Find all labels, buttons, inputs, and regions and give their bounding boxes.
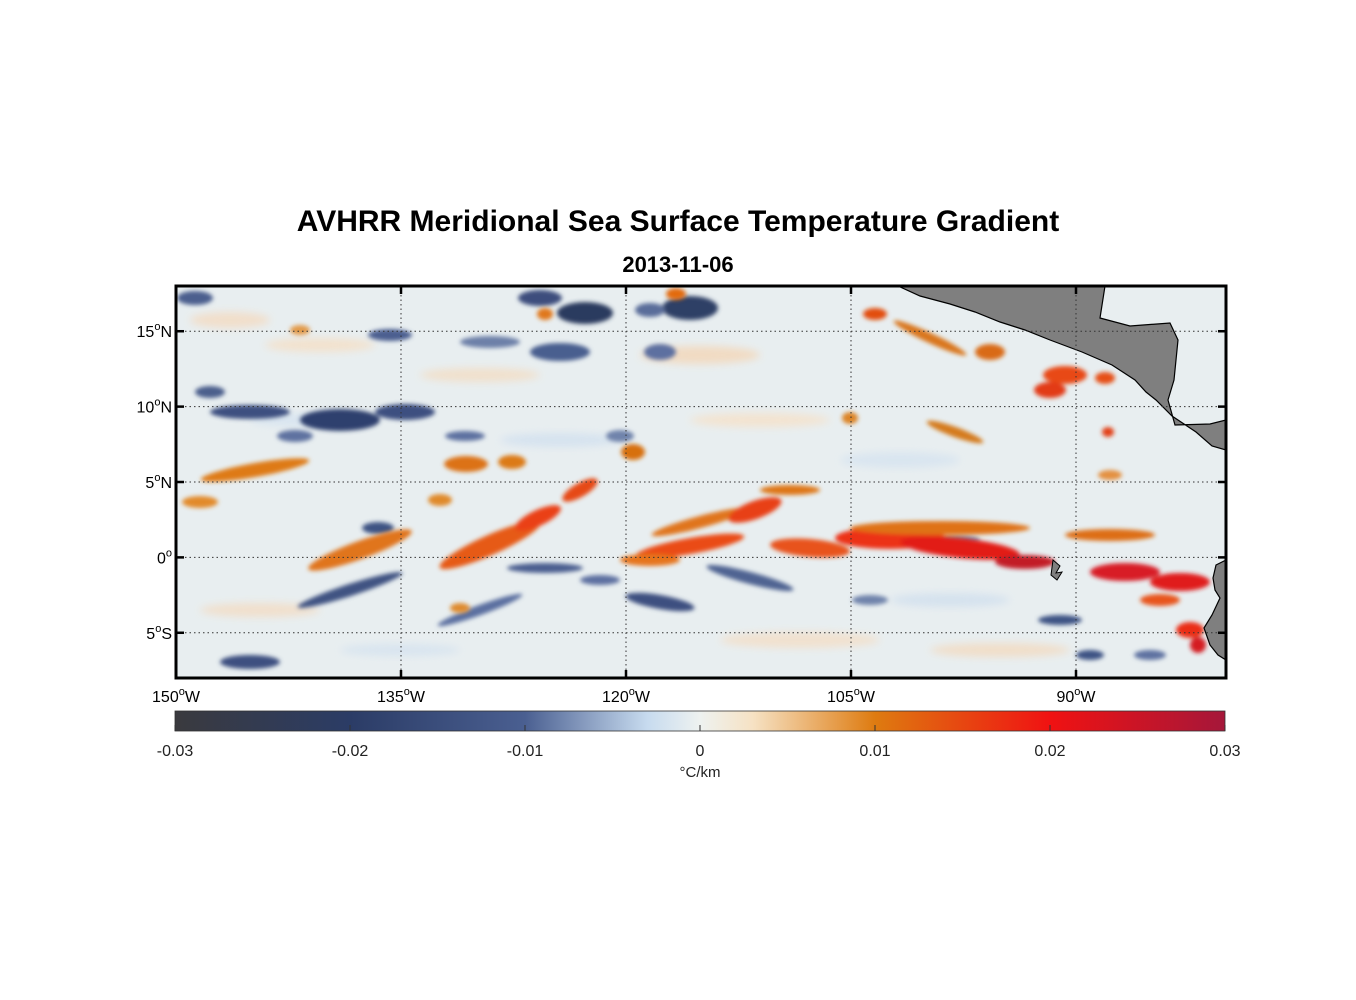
lon-tick-label: 105oW [827,686,876,706]
axis-ticks [174,286,1226,678]
colorbar-tick-label: -0.03 [157,743,194,760]
colorbar-tick-label: -0.02 [332,743,369,760]
lon-tick-label: 90oW [1056,686,1096,706]
lon-tick-label: 135oW [377,686,426,706]
colorbar-ticks: -0.03 -0.02 -0.01 0 0.01 0.02 0.03 [157,725,1241,760]
lat-tick-label: 5oN [145,472,172,492]
lat-tick-label: 0o [157,547,172,567]
map-subtitle: 2013-11-06 [622,252,734,277]
colorbar-tick-label: 0.01 [859,743,890,760]
lat-tick-label: 5oS [146,623,172,643]
sst-gradient-field [176,286,1226,678]
map-title: AVHRR Meridional Sea Surface Temperature… [296,205,1060,238]
lat-tick-label: 10oN [137,397,172,417]
negative-gradient-features [177,290,1166,669]
land-masses [897,286,1226,661]
positive-gradient-features [182,288,1210,653]
colorbar: -0.03 -0.02 -0.01 0 0.01 0.02 0.03 [157,710,1241,760]
lon-tick-label: 150oW [152,686,201,706]
land-central-america [897,286,1226,451]
field-texture [190,312,1070,657]
colorbar-tick-label: -0.01 [507,743,544,760]
colorbar-tick-label: 0.02 [1034,743,1065,760]
colorbar-tick-label: 0 [696,743,705,760]
lat-tick-label: 15oN [137,321,172,341]
colorbar-unit-label: °C/km [679,764,721,781]
lon-tick-label: 120oW [602,686,651,706]
land-galapagos-islands [1050,559,1064,581]
axis-labels: 15oN 10oN 5oN 0o 5oS 150oW 135oW 120oW 105oW 90oW [137,321,1097,706]
colorbar-tick-label: 0.03 [1209,743,1240,760]
land-south-america [1203,559,1226,661]
